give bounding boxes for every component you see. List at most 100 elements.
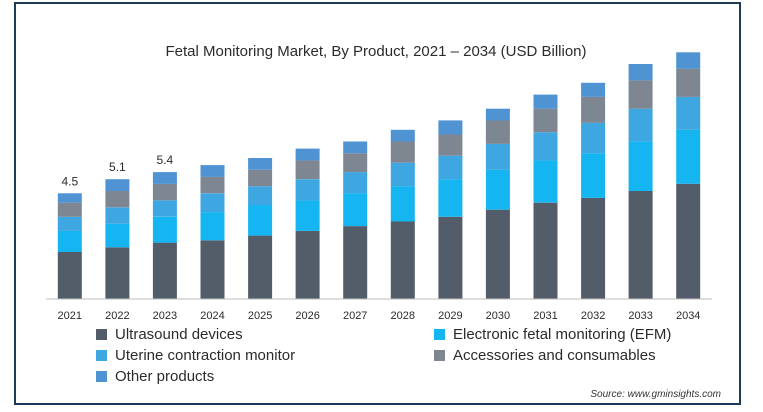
bar-segment-2023-s3 [152, 183, 177, 201]
bar-segment-2023-s0 [152, 242, 177, 299]
bar-segment-2033-s1 [628, 141, 653, 191]
legend-label-efm: Electronic fetal monitoring (EFM) [453, 326, 672, 343]
bar-segment-2027-s3 [343, 153, 368, 173]
bar-segment-2031-s0 [533, 202, 558, 299]
bar-segment-2032-s4 [581, 82, 606, 97]
bar-segment-2032-s0 [581, 197, 606, 299]
bar-segment-2034-s3 [676, 68, 701, 97]
x-tick-label-2027: 2027 [343, 310, 367, 322]
bar-segment-2028-s0 [390, 221, 415, 299]
bar-segment-2026-s3 [295, 160, 320, 180]
legend-item-efm: Electronic fetal monitoring (EFM) [434, 326, 671, 343]
source-note: Source: www.gminsights.com [590, 389, 721, 400]
x-tick-label-2034: 2034 [676, 310, 700, 322]
legend-item-accessories: Accessories and consumables [434, 347, 656, 364]
bar-segment-2031-s4 [533, 94, 558, 109]
bar-segment-2034-s1 [676, 129, 701, 184]
bar-segment-2026-s1 [295, 200, 320, 231]
bar-segment-2025-s4 [248, 158, 273, 170]
legend-label-other: Other products [115, 368, 215, 385]
bar-segment-2023-s1 [152, 216, 177, 243]
bar-segment-2029-s3 [438, 134, 463, 156]
legend-swatch-ultrasound [96, 329, 107, 340]
bar-segment-2031-s3 [533, 108, 558, 133]
chart-frame: Fetal Monitoring Market, By Product, 202… [14, 2, 741, 405]
bar-segment-2032-s3 [581, 96, 606, 123]
bar-segment-2033-s2 [628, 108, 653, 142]
bar-segment-2022-s1 [105, 223, 130, 248]
bar-segment-2021-s0 [57, 252, 82, 299]
bar-segment-2030-s3 [485, 120, 510, 144]
bar-segment-2030-s4 [485, 108, 510, 121]
bar-segment-2032-s2 [581, 122, 606, 154]
x-tick-label-2022: 2022 [105, 310, 129, 322]
bar-segment-2022-s2 [105, 207, 130, 224]
legend-swatch-efm [434, 329, 445, 340]
legend-label-accessories: Accessories and consumables [453, 347, 656, 364]
x-tick-labels: 2021 2022 2023 2024 2025 2026 2027 2028 2029 2030… [58, 310, 701, 322]
x-tick-label-2030: 2030 [486, 310, 510, 322]
chart-svg: Fetal Monitoring Market, By Product, 202… [46, 43, 712, 322]
bar-segment-2024-s3 [200, 176, 225, 194]
bar-segment-2026-s2 [295, 179, 320, 201]
bar-segment-2029-s2 [438, 155, 463, 180]
bar-segment-2034-s0 [676, 183, 701, 299]
bar-segment-2021-s3 [57, 202, 82, 217]
chart-title: Fetal Monitoring Market, By Product, 202… [165, 43, 586, 60]
bar-segment-2034-s2 [676, 96, 701, 130]
bar-segment-2025-s1 [248, 205, 273, 236]
data-label-2023: 5.4 [157, 153, 174, 167]
bar-segment-2030-s1 [485, 169, 510, 210]
bar-segment-2033-s0 [628, 190, 653, 299]
bar-segment-2027-s0 [343, 226, 368, 299]
x-tick-label-2025: 2025 [248, 310, 272, 322]
legend-item-ultrasound: Ultrasound devices [96, 326, 243, 343]
legend-swatch-accessories [434, 350, 445, 361]
bar-segment-2033-s3 [628, 80, 653, 109]
bar-segment-2027-s1 [343, 193, 368, 227]
legend-swatch-other [96, 371, 107, 382]
bar-segment-2028-s4 [390, 129, 415, 142]
x-tick-label-2024: 2024 [200, 310, 224, 322]
bar-segment-2024-s4 [200, 165, 225, 177]
bar-segment-2026-s4 [295, 148, 320, 161]
bar-segment-2027-s2 [343, 172, 368, 194]
bar-segment-2025-s3 [248, 169, 273, 187]
bar-segment-2031-s2 [533, 132, 558, 161]
bar-segment-2028-s2 [390, 162, 415, 187]
bar-segment-2021-s1 [57, 230, 82, 252]
bar-segment-2022-s4 [105, 179, 130, 191]
bar-segment-2024-s0 [200, 240, 225, 300]
bar-segment-2029-s4 [438, 120, 463, 135]
legend-swatch-uterine [96, 350, 107, 361]
legend-item-uterine: Uterine contraction monitor [96, 347, 295, 364]
bar-segment-2030-s2 [485, 143, 510, 170]
bar-segment-2032-s1 [581, 153, 606, 198]
bar-segment-2021-s2 [57, 216, 82, 231]
bar-segment-2031-s1 [533, 160, 558, 203]
bar-segment-2026-s0 [295, 230, 320, 299]
data-label-2021: 4.5 [61, 174, 78, 188]
bar-segment-2023-s2 [152, 200, 177, 217]
bars-group [57, 52, 701, 300]
bar-segment-2029-s1 [438, 179, 463, 217]
bar-segment-2028-s1 [390, 186, 415, 222]
x-tick-label-2023: 2023 [153, 310, 177, 322]
legend-item-other: Other products [96, 368, 214, 385]
x-tick-label-2031: 2031 [533, 310, 557, 322]
data-labels: 4.5 5.1 5.4 [61, 153, 173, 188]
legend-label-uterine: Uterine contraction monitor [115, 347, 296, 364]
bar-segment-2027-s4 [343, 141, 368, 154]
x-tick-label-2029: 2029 [438, 310, 462, 322]
bar-segment-2023-s4 [152, 172, 177, 184]
bar-segment-2025-s0 [248, 235, 273, 300]
bar-segment-2034-s4 [676, 52, 701, 69]
x-tick-label-2033: 2033 [628, 310, 652, 322]
x-tick-label-2026: 2026 [295, 310, 319, 322]
bar-segment-2024-s1 [200, 212, 225, 241]
bar-segment-2025-s2 [248, 186, 273, 205]
bar-segment-2029-s0 [438, 216, 463, 300]
data-label-2022: 5.1 [109, 160, 126, 174]
bar-segment-2028-s3 [390, 141, 415, 163]
bar-segment-2033-s4 [628, 64, 653, 81]
